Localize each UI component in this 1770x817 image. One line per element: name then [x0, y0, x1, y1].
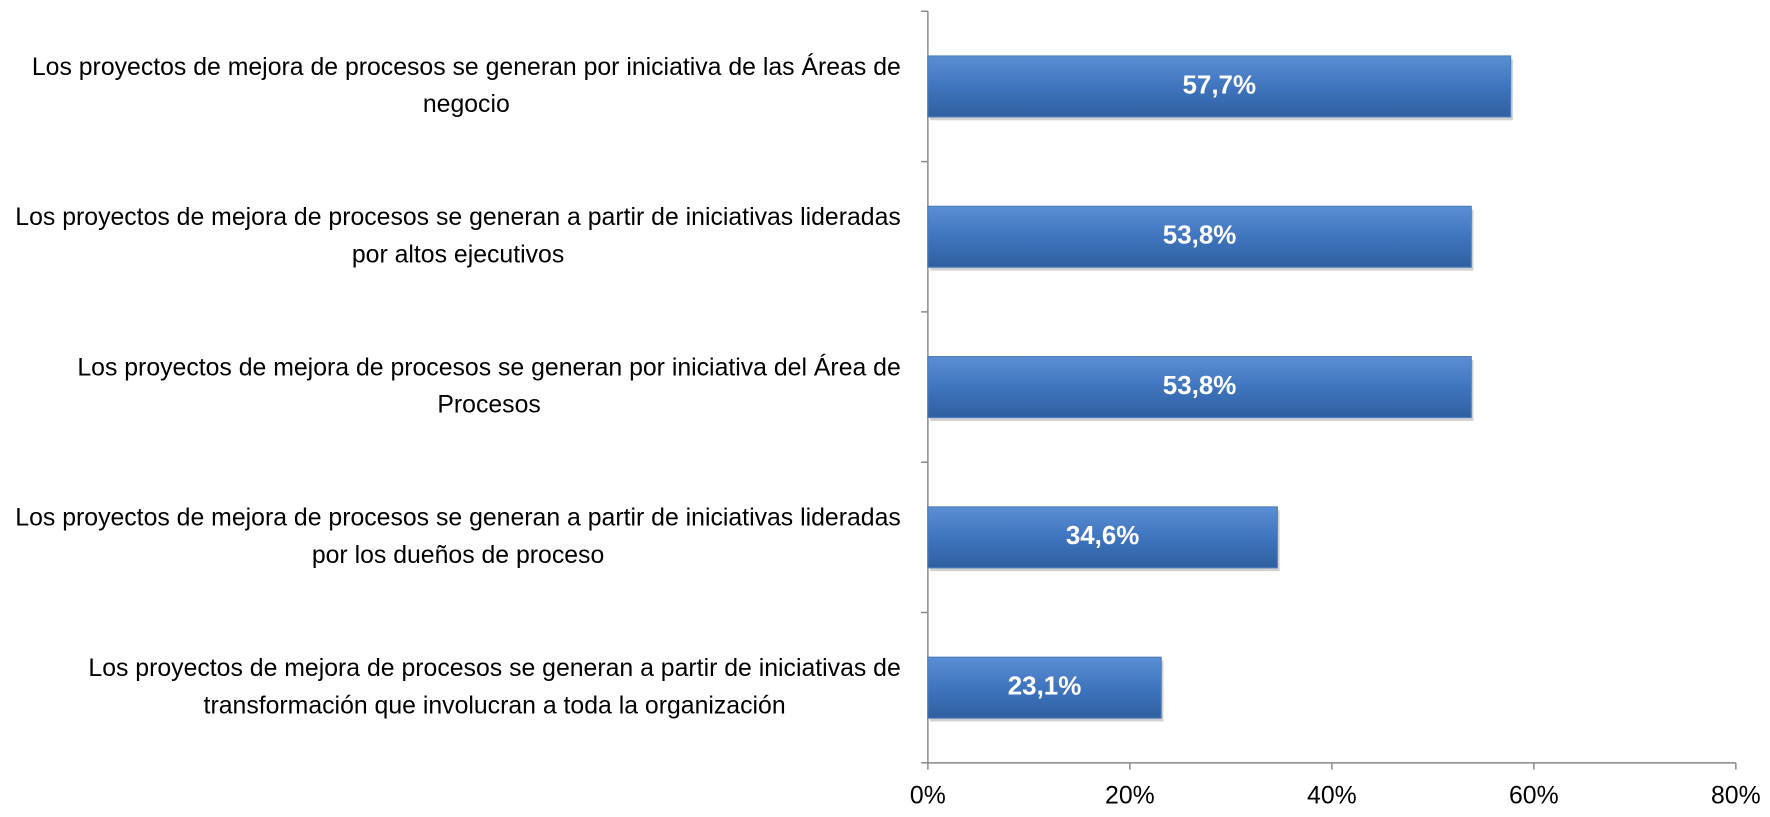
category-label: Los proyectos de mejora de procesos se g…: [88, 655, 900, 719]
x-tick-label: 40%: [1307, 782, 1357, 809]
label-line: por los dueños de proceso: [312, 542, 604, 569]
bar: [927, 205, 1472, 268]
category-label: Los proyectos de mejora de procesos se g…: [15, 204, 900, 268]
label-line: Los proyectos de mejora de procesos se g…: [32, 53, 901, 80]
label-line: transformación que involucran a toda la …: [204, 692, 786, 719]
label-line: Los proyectos de mejora de procesos se g…: [15, 504, 900, 531]
label-line: por altos ejecutivos: [352, 241, 564, 268]
label-line: Los proyectos de mejora de procesos se g…: [15, 204, 900, 231]
category-label: Los proyectos de mejora de procesos se g…: [32, 53, 901, 117]
category-label: Los proyectos de mejora de procesos se g…: [77, 354, 900, 418]
x-tick-label: 20%: [1105, 782, 1155, 809]
value-label: 23,1%: [1008, 673, 1082, 701]
bar: [927, 356, 1472, 419]
value-label: 53,8%: [1163, 372, 1237, 400]
value-label: 53,8%: [1163, 222, 1237, 250]
value-label: 57,7%: [1182, 71, 1256, 99]
category-label: Los proyectos de mejora de procesos se g…: [15, 504, 900, 568]
bar: [927, 656, 1162, 719]
value-label: 34,6%: [1066, 522, 1140, 550]
label-line: Los proyectos de mejora de procesos se g…: [88, 655, 900, 682]
x-tick-label: 60%: [1509, 782, 1559, 809]
bar: [927, 55, 1512, 118]
label-line: negocio: [423, 91, 510, 118]
x-tick-label: 80%: [1711, 782, 1761, 809]
x-tick-label: 0%: [910, 782, 946, 809]
bar: [927, 506, 1278, 569]
label-line: Procesos: [437, 391, 540, 418]
label-line: Los proyectos de mejora de procesos se g…: [77, 354, 900, 381]
